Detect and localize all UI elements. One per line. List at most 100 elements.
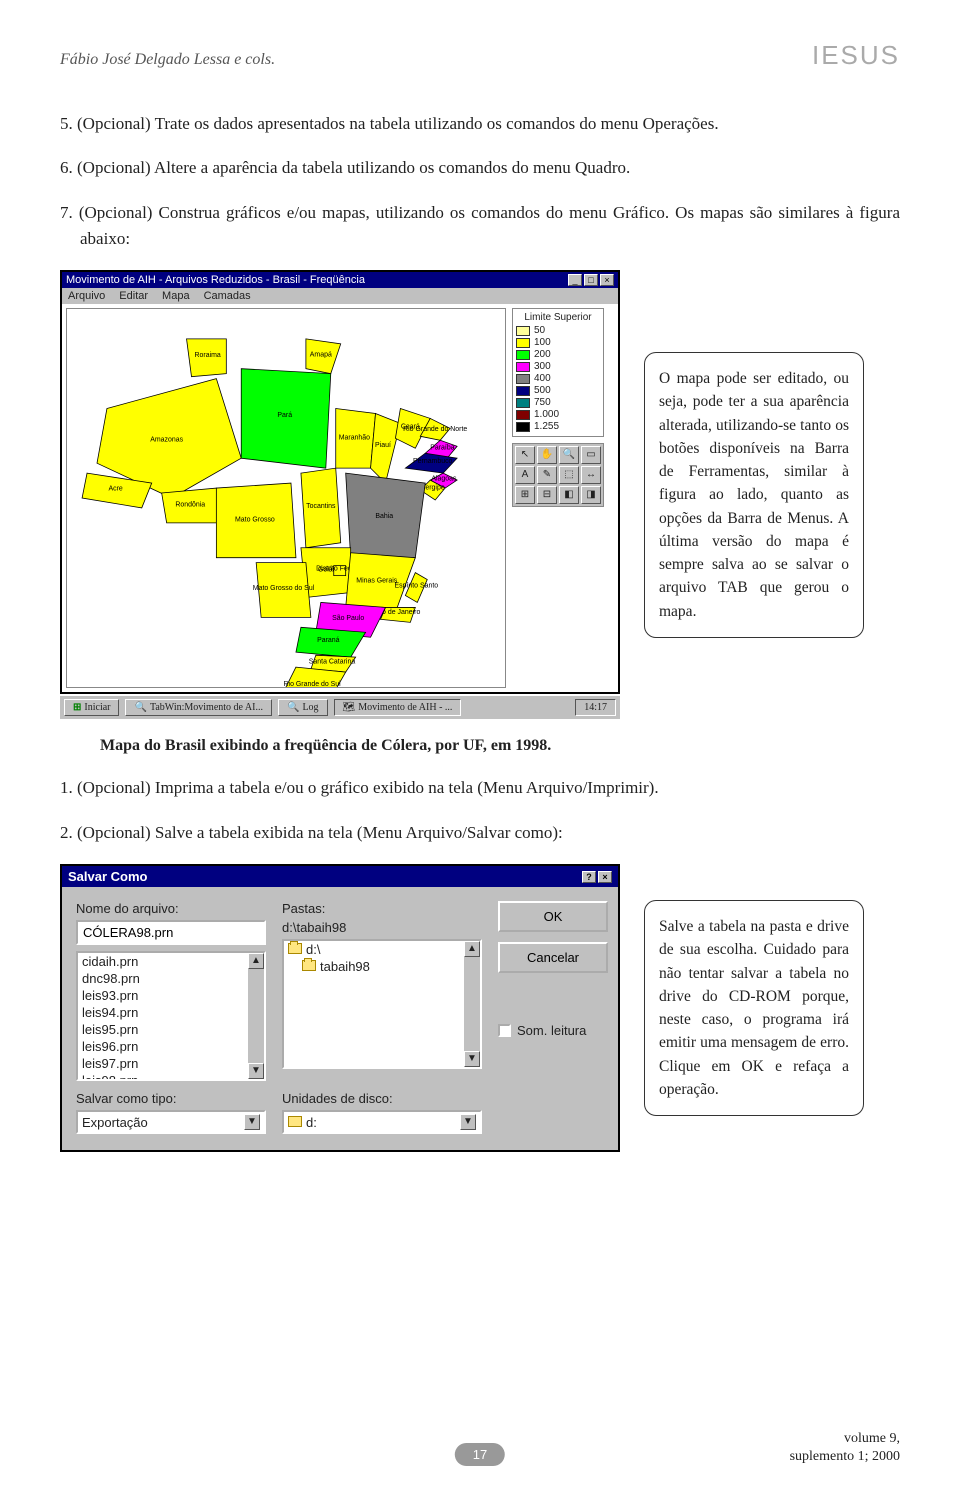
taskbar-item[interactable]: 🔍Log xyxy=(278,699,328,716)
minimize-button[interactable]: _ xyxy=(568,274,582,286)
tool-button[interactable]: ⊟ xyxy=(537,486,557,504)
legend-swatch xyxy=(516,350,530,360)
legend-swatch xyxy=(516,398,530,408)
map-titlebar: Movimento de AIH - Arquivos Reduzidos - … xyxy=(62,272,618,288)
folder-item[interactable]: d:\ xyxy=(284,941,464,958)
menu-editar[interactable]: Editar xyxy=(119,290,148,302)
state-label: Piauí xyxy=(375,442,391,449)
start-button[interactable]: ⊞Iniciar xyxy=(64,699,119,716)
list-item[interactable]: dnc98.prn xyxy=(78,970,248,987)
folder-item[interactable]: tabaih98 xyxy=(284,958,464,975)
close-button[interactable]: × xyxy=(600,274,614,286)
drive-icon xyxy=(288,1116,302,1127)
state-label: Pernambuco xyxy=(413,459,453,466)
state-label: Mato Grosso xyxy=(235,517,275,524)
folder-listbox[interactable]: d:\tabaih98 ▲ ▼ xyxy=(282,939,482,1069)
tool-button[interactable]: ▭ xyxy=(581,446,601,464)
state-label: Bahia xyxy=(375,513,393,520)
legend-swatch xyxy=(516,386,530,396)
map-caption: Mapa do Brasil exibindo a freqüência de … xyxy=(100,737,900,755)
list-item[interactable]: leis95.prn xyxy=(78,1021,248,1038)
folder-icon xyxy=(288,943,302,954)
save-dialog: Salvar Como ? × Nome do arquivo: cidaih.… xyxy=(60,864,620,1152)
legend-row: 1.000 xyxy=(516,409,600,420)
legend-swatch xyxy=(516,422,530,432)
scroll-down-icon[interactable]: ▼ xyxy=(248,1063,264,1079)
legend-value: 300 xyxy=(534,361,551,372)
header-brand: IESUS xyxy=(812,40,900,71)
tool-button[interactable]: ⊞ xyxy=(515,486,535,504)
list-item[interactable]: leis98.prn xyxy=(78,1072,248,1081)
chevron-down-icon[interactable]: ▼ xyxy=(460,1114,476,1130)
save-type-select[interactable]: Exportação ▼ xyxy=(76,1110,266,1134)
help-button[interactable]: ? xyxy=(582,871,596,883)
checkbox-icon[interactable] xyxy=(498,1024,511,1037)
scroll-down-icon[interactable]: ▼ xyxy=(464,1051,480,1067)
tool-button[interactable]: ↖ xyxy=(515,446,535,464)
drive-select[interactable]: d: ▼ xyxy=(282,1110,482,1134)
close-button[interactable]: × xyxy=(598,871,612,883)
state-label: Rondônia xyxy=(175,502,205,509)
legend-title: Limite Superior xyxy=(516,312,600,323)
instruction-7: 7. (Opcional) Construa gráficos e/ou map… xyxy=(80,200,900,253)
legend-row: 500 xyxy=(516,385,600,396)
legend-row: 200 xyxy=(516,349,600,360)
list-item[interactable]: leis97.prn xyxy=(78,1055,248,1072)
tool-button[interactable]: A xyxy=(515,466,535,484)
map-menubar: Arquivo Editar Mapa Camadas xyxy=(62,288,618,304)
legend-row: 400 xyxy=(516,373,600,384)
tool-button[interactable]: 🔍 xyxy=(559,446,579,464)
legend-value: 200 xyxy=(534,349,551,360)
list-item[interactable]: leis94.prn xyxy=(78,1004,248,1021)
state-label: São Paulo xyxy=(332,615,364,622)
map-window: Movimento de AIH - Arquivos Reduzidos - … xyxy=(60,270,620,694)
callout-save: Salve a tabela na pasta e drive de sua e… xyxy=(644,900,864,1116)
state-label: Roraima xyxy=(195,352,221,359)
map-title: Movimento de AIH - Arquivos Reduzidos - … xyxy=(66,274,365,286)
tool-button[interactable]: ◧ xyxy=(559,486,579,504)
taskbar-item[interactable]: 🔍TabWin:Movimento de AI... xyxy=(125,699,272,716)
chevron-down-icon[interactable]: ▼ xyxy=(244,1114,260,1130)
filename-input[interactable] xyxy=(76,920,266,945)
readonly-checkbox[interactable]: Som. leitura xyxy=(498,1023,608,1038)
footer-volume: volume 9, suplemento 1; 2000 xyxy=(790,1430,900,1466)
state-label: Acre xyxy=(109,486,123,493)
state-label: Rio Grande do Sul xyxy=(284,681,342,687)
legend-value: 50 xyxy=(534,325,545,336)
state-label: Mato Grosso do Sul xyxy=(253,585,315,592)
filename-label: Nome do arquivo: xyxy=(76,901,266,916)
instruction-save: 2. (Opcional) Salve a tabela exibida na … xyxy=(80,820,900,846)
legend-value: 400 xyxy=(534,373,551,384)
legend-row: 750 xyxy=(516,397,600,408)
tool-button[interactable]: ↔ xyxy=(581,466,601,484)
taskbar-item-active[interactable]: 🗺Movimento de AIH - ... xyxy=(334,699,462,716)
map-canvas[interactable]: AmazonasRoraimaParáAmapáAcreRondôniaMato… xyxy=(66,308,506,688)
state-label: Amapá xyxy=(310,352,332,359)
state-label: Pará xyxy=(277,413,292,420)
instruction-5: 5. (Opcional) Trate os dados apresentado… xyxy=(80,111,900,137)
tool-button[interactable]: ⬚ xyxy=(559,466,579,484)
maximize-button[interactable]: □ xyxy=(584,274,598,286)
taskbar-clock: 14:17 xyxy=(575,699,616,716)
cancel-button[interactable]: Cancelar xyxy=(498,942,608,973)
menu-arquivo[interactable]: Arquivo xyxy=(68,290,105,302)
list-item[interactable]: leis96.prn xyxy=(78,1038,248,1055)
tool-button[interactable]: ✋ xyxy=(537,446,557,464)
list-item[interactable]: cidaih.prn xyxy=(78,953,248,970)
ok-button[interactable]: OK xyxy=(498,901,608,932)
scroll-up-icon[interactable]: ▲ xyxy=(248,953,264,969)
scroll-up-icon[interactable]: ▲ xyxy=(464,941,480,957)
current-path: d:\tabaih98 xyxy=(282,920,482,935)
legend-value: 1.255 xyxy=(534,421,559,432)
dialog-title: Salvar Como xyxy=(68,869,147,884)
tool-button[interactable]: ◨ xyxy=(581,486,601,504)
tool-button[interactable]: ✎ xyxy=(537,466,557,484)
legend-row: 50 xyxy=(516,325,600,336)
legend-row: 300 xyxy=(516,361,600,372)
save-type-label: Salvar como tipo: xyxy=(76,1091,266,1106)
file-listbox[interactable]: cidaih.prndnc98.prnleis93.prnleis94.prnl… xyxy=(76,951,266,1081)
menu-mapa[interactable]: Mapa xyxy=(162,290,190,302)
menu-camadas[interactable]: Camadas xyxy=(204,290,251,302)
header-author: Fábio José Delgado Lessa e cols. xyxy=(60,51,275,69)
list-item[interactable]: leis93.prn xyxy=(78,987,248,1004)
